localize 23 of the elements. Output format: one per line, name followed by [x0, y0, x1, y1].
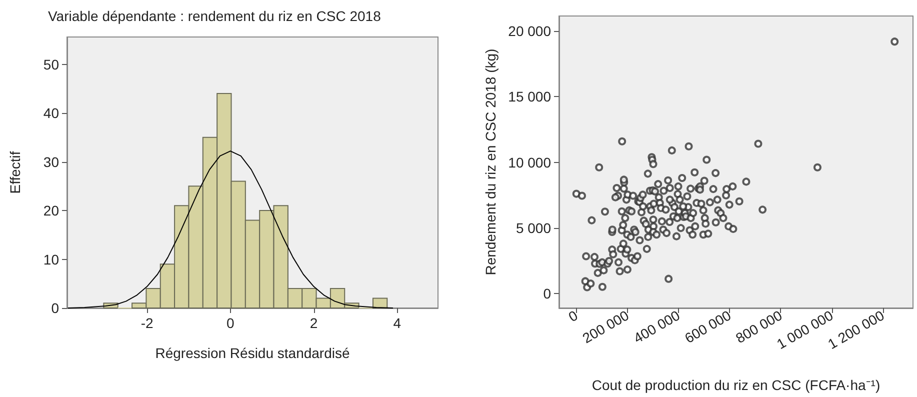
- x-tick-label: 2: [310, 315, 318, 331]
- y-tick-label: 40: [43, 105, 60, 122]
- x-tick-label: 0: [226, 315, 235, 331]
- x-tick-label: 0: [566, 306, 581, 325]
- chart-title: Variable dépendante : rendement du riz en CSC 2018: [48, 8, 382, 24]
- y-tick-label: 0: [543, 286, 552, 302]
- x-axis-title: Régression Résidu standardisé: [155, 345, 350, 361]
- y-tick-label: 30: [43, 154, 60, 170]
- y-tick-label: 5 000: [516, 220, 552, 236]
- y-tick-label: 10: [43, 251, 60, 268]
- y-tick-label: 10 000: [508, 154, 552, 170]
- x-tick-label: 400 000: [630, 306, 683, 346]
- y-axis-title: Rendement du riz en CSC 2018 (kg): [482, 48, 498, 276]
- x-tick-label: 200 000: [580, 306, 632, 346]
- x-tick-label: 600 000: [682, 306, 734, 346]
- y-axis-title: Effectif: [7, 151, 23, 194]
- x-tick-label: 4: [393, 315, 402, 331]
- x-tick-label: -2: [140, 315, 154, 331]
- y-tick-label: 20 000: [508, 22, 552, 39]
- y-tick-label: 20: [43, 202, 60, 219]
- y-tick-label: 15 000: [508, 88, 552, 105]
- x-axis-title: Cout de production du riz en CSC (FCFA·ha⁻¹): [592, 377, 880, 393]
- y-tick-label: 50: [43, 56, 60, 72]
